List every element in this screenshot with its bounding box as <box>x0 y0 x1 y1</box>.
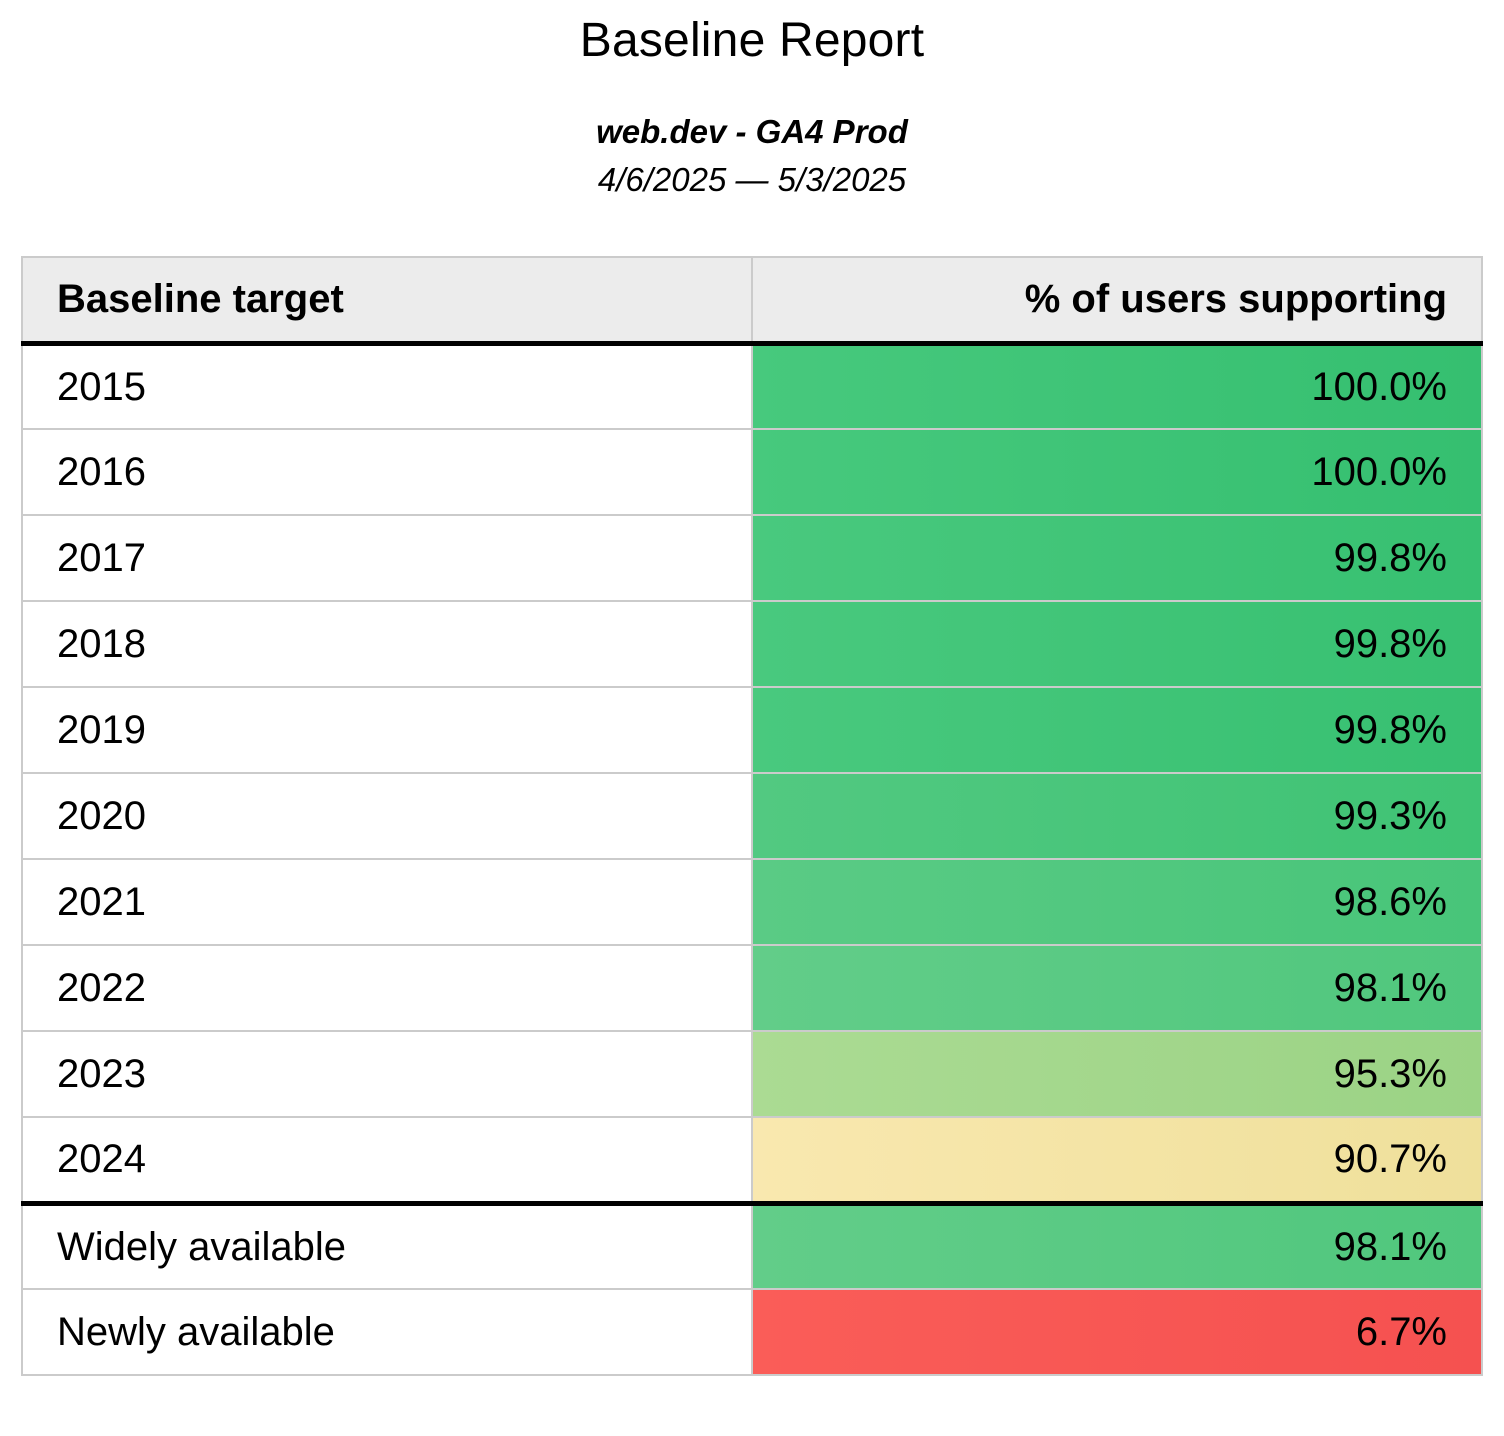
table-row: 2016 100.0% <box>21 428 1483 517</box>
table-row: Newly available 6.7% <box>21 1288 1483 1377</box>
table-row: 2018 99.8% <box>21 600 1483 689</box>
table-row: 2020 99.3% <box>21 772 1483 861</box>
baseline-target-cell: 2020 <box>21 772 753 861</box>
table-row: 2021 98.6% <box>21 858 1483 947</box>
column-header-percent-users-supporting: % of users supporting <box>751 256 1483 346</box>
users-supporting-cell: 6.7% <box>751 1288 1483 1377</box>
users-supporting-cell: 100.0% <box>751 342 1483 431</box>
baseline-target-cell: 2021 <box>21 858 753 947</box>
baseline-target-cell: 2017 <box>21 514 753 603</box>
report-subtitle: web.dev - GA4 Prod <box>596 113 908 151</box>
baseline-target-cell: 2022 <box>21 944 753 1033</box>
table-row: 2024 90.7% <box>21 1116 1483 1205</box>
report-header: Baseline Report web.dev - GA4 Prod 4/6/2… <box>0 10 1504 204</box>
baseline-target-cell: 2018 <box>21 600 753 689</box>
report-date-range: 4/6/2025 — 5/3/2025 <box>597 161 907 199</box>
users-supporting-cell: 98.1% <box>751 944 1483 1033</box>
users-supporting-cell: 95.3% <box>751 1030 1483 1119</box>
table-row: 2022 98.1% <box>21 944 1483 1033</box>
users-supporting-cell: 90.7% <box>751 1116 1483 1205</box>
table-row: 2023 95.3% <box>21 1030 1483 1119</box>
table-row: 2019 99.8% <box>21 686 1483 775</box>
column-header-baseline-target: Baseline target <box>21 256 753 346</box>
baseline-target-cell: Newly available <box>21 1288 753 1377</box>
users-supporting-cell: 99.8% <box>751 514 1483 603</box>
baseline-target-cell: 2016 <box>21 428 753 517</box>
users-supporting-cell: 100.0% <box>751 428 1483 517</box>
baseline-target-cell: 2019 <box>21 686 753 775</box>
table-header: Baseline target % of users supporting <box>21 256 1483 346</box>
table-row: 2017 99.8% <box>21 514 1483 603</box>
baseline-target-cell: 2024 <box>21 1116 753 1205</box>
baseline-report-table: Baseline target % of users supporting 20… <box>21 256 1483 1377</box>
table-row: Widely available 98.1% <box>21 1200 1483 1291</box>
users-supporting-cell: 99.8% <box>751 686 1483 775</box>
users-supporting-cell: 98.6% <box>751 858 1483 947</box>
baseline-target-cell: 2015 <box>21 342 753 431</box>
baseline-target-cell: Widely available <box>21 1200 753 1291</box>
users-supporting-cell: 98.1% <box>751 1200 1483 1291</box>
baseline-target-cell: 2023 <box>21 1030 753 1119</box>
table-body: 2015 100.0% 2016 100.0% 2017 99.8% 2018 99.8% 20… <box>21 342 1483 1377</box>
table-header-row: Baseline target % of users supporting <box>21 256 1483 346</box>
page-title: Baseline Report <box>579 14 925 67</box>
users-supporting-cell: 99.3% <box>751 772 1483 861</box>
users-supporting-cell: 99.8% <box>751 600 1483 689</box>
table-row: 2015 100.0% <box>21 342 1483 431</box>
